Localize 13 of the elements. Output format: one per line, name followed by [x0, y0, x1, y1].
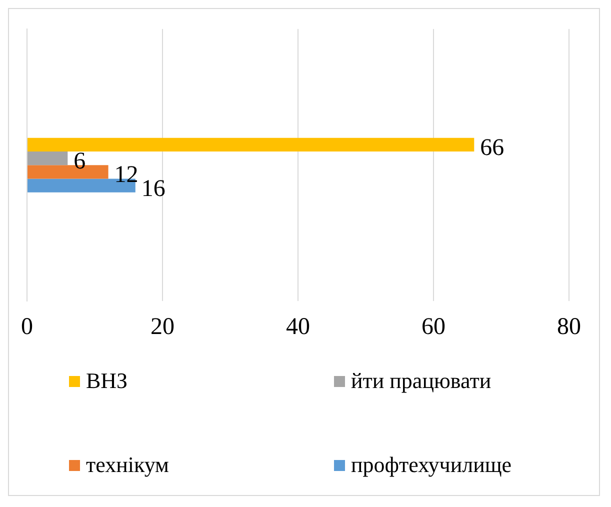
- legend-label: йти працювати: [351, 368, 492, 394]
- data-label: 16: [141, 176, 166, 202]
- x-tick-label: 60: [422, 314, 446, 340]
- legend-label: ВНЗ: [86, 368, 128, 394]
- data-label: 66: [480, 134, 504, 161]
- x-tick-label: 40: [286, 314, 310, 340]
- bar: [28, 151, 68, 166]
- legend-label: профтехучилище: [351, 452, 512, 478]
- legend-label: технікум: [86, 452, 169, 478]
- bar: [28, 138, 474, 152]
- x-tick-label: 20: [150, 314, 174, 340]
- x-tick-label: 0: [21, 314, 33, 340]
- x-tick-label: 80: [557, 314, 581, 340]
